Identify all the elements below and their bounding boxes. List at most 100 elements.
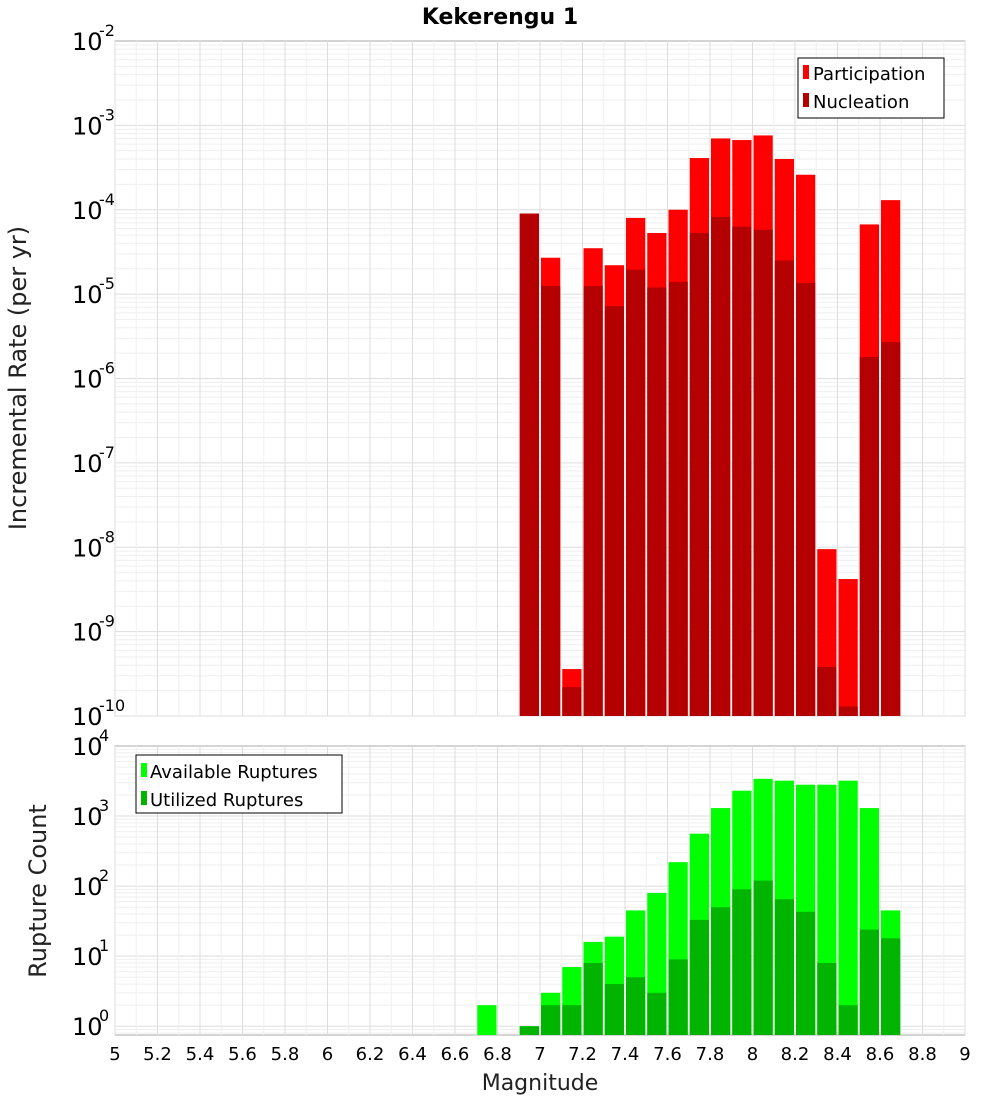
y-tick-base: 10 xyxy=(72,619,103,647)
bar-utilized-ruptures-8.05 xyxy=(753,880,773,1035)
y-tick-label: 10-5 xyxy=(72,274,115,309)
bar-nucleation-8.05 xyxy=(753,229,773,717)
y-tick-exponent: -6 xyxy=(99,359,115,378)
y-tick-exponent: 0 xyxy=(99,1006,109,1025)
y-tick-exponent: 4 xyxy=(99,726,109,745)
y-tick-exponent: 2 xyxy=(99,866,109,885)
x-tick-label: 6.2 xyxy=(356,1044,385,1065)
x-axis-label: Magnitude xyxy=(482,1071,599,1096)
bottom-legend: Available Ruptures Utilized Ruptures xyxy=(135,754,343,814)
bar-utilized-ruptures-7.15 xyxy=(562,1005,582,1035)
bar-utilized-ruptures-7.65 xyxy=(668,959,688,1035)
bar-utilized-ruptures-7.55 xyxy=(647,992,667,1035)
y-tick-label: 101 xyxy=(72,936,109,971)
y-tick-base: 10 xyxy=(72,873,103,901)
bottom-bars xyxy=(477,778,901,1035)
y-tick-exponent: -10 xyxy=(99,696,125,715)
bar-available-ruptures-6.75 xyxy=(477,1005,497,1035)
x-tick-label: 8.6 xyxy=(866,1044,895,1065)
y-tick-label: 100 xyxy=(72,1006,109,1041)
y-tick-label: 10-4 xyxy=(72,190,115,225)
y-tick-exponent: 1 xyxy=(99,936,109,955)
bar-utilized-ruptures-7.05 xyxy=(541,1005,561,1035)
bar-nucleation-7.45 xyxy=(626,269,646,716)
bar-nucleation-8.55 xyxy=(859,356,879,716)
y-tick-base: 10 xyxy=(72,197,103,225)
y-tick-label: 102 xyxy=(72,866,109,901)
y-tick-label: 10-9 xyxy=(72,612,115,647)
x-tick-label: 8.8 xyxy=(908,1044,937,1065)
x-tick-label: 6.6 xyxy=(441,1044,470,1065)
bar-nucleation-7.05 xyxy=(541,285,561,716)
x-tick-label: 7.2 xyxy=(568,1044,597,1065)
bar-nucleation-7.75 xyxy=(689,233,709,716)
y-tick-label: 10-2 xyxy=(72,21,115,56)
bar-nucleation-7.65 xyxy=(668,281,688,716)
bar-nucleation-7.25 xyxy=(583,285,603,716)
legend-swatch-utilized-ruptures xyxy=(141,791,147,805)
y-tick-label: 10-7 xyxy=(72,443,115,478)
y-tick-base: 10 xyxy=(72,943,103,971)
top-legend-box xyxy=(797,57,945,119)
x-tick-labels: 5 5.2 5.4 5.6 5.8 6 6.2 6.4 6.6 6.8 7 7.2 7.4 7.6 7.8 8… xyxy=(109,1044,970,1065)
bottom-legend-box xyxy=(135,754,343,814)
y-tick-base: 10 xyxy=(72,28,103,56)
x-tick-label: 6 xyxy=(322,1044,333,1065)
legend-label-available-ruptures: Available Ruptures xyxy=(150,762,318,783)
bar-nucleation-8.65 xyxy=(881,342,901,716)
y-tick-exponent: -9 xyxy=(99,612,115,631)
bar-utilized-ruptures-8.45 xyxy=(838,1005,858,1035)
x-tick-label: 5.8 xyxy=(271,1044,300,1065)
y-tick-exponent: -5 xyxy=(99,274,115,293)
bar-utilized-ruptures-7.25 xyxy=(583,962,603,1035)
chart-title: Kekerengu 1 xyxy=(422,5,578,30)
bar-utilized-ruptures-8.25 xyxy=(796,911,816,1035)
bar-utilized-ruptures-7.75 xyxy=(689,919,709,1035)
y-tick-base: 10 xyxy=(72,733,103,761)
bottom-y-axis-label: Rupture Count xyxy=(24,804,52,978)
bar-utilized-ruptures-8.65 xyxy=(881,938,901,1035)
x-tick-label: 8.2 xyxy=(781,1044,810,1065)
legend-label-utilized-ruptures: Utilized Ruptures xyxy=(150,790,303,811)
bar-nucleation-6.95 xyxy=(519,213,539,717)
legend-label-participation: Participation xyxy=(813,64,925,85)
y-tick-exponent: -8 xyxy=(99,527,115,546)
x-tick-label: 7.8 xyxy=(696,1044,725,1065)
y-tick-exponent: 3 xyxy=(99,796,109,815)
y-tick-base: 10 xyxy=(72,450,103,478)
top-bars xyxy=(519,135,901,717)
y-tick-label: 103 xyxy=(72,796,109,831)
y-tick-base: 10 xyxy=(72,803,103,831)
bar-utilized-ruptures-7.35 xyxy=(604,984,624,1035)
x-tick-label: 6.8 xyxy=(483,1044,512,1065)
bar-available-ruptures-8.45 xyxy=(838,780,858,1035)
y-tick-base: 10 xyxy=(72,1013,103,1041)
y-tick-exponent: -3 xyxy=(99,105,115,124)
x-tick-label: 8 xyxy=(747,1044,758,1065)
bar-utilized-ruptures-8.15 xyxy=(774,899,794,1035)
top-y-axis-label: Incremental Rate (per yr) xyxy=(4,226,32,530)
y-tick-label: 10-6 xyxy=(72,359,115,394)
top-gridlines xyxy=(114,41,966,717)
bar-participation-8.45 xyxy=(838,579,858,716)
bar-utilized-ruptures-8.55 xyxy=(859,929,879,1035)
bar-utilized-ruptures-6.95 xyxy=(519,1026,539,1035)
legend-swatch-participation xyxy=(803,65,809,79)
bar-nucleation-7.35 xyxy=(604,306,624,716)
x-tick-label: 7 xyxy=(534,1044,545,1065)
x-tick-label: 5.6 xyxy=(228,1044,257,1065)
bar-nucleation-8.45 xyxy=(838,706,858,716)
x-tick-label: 9 xyxy=(959,1044,970,1065)
bar-nucleation-7.95 xyxy=(732,226,752,716)
legend-swatch-available-ruptures xyxy=(141,763,147,777)
x-tick-label: 5 xyxy=(109,1044,120,1065)
bar-utilized-ruptures-8.35 xyxy=(817,962,837,1035)
bar-nucleation-7.55 xyxy=(647,287,667,716)
bar-utilized-ruptures-7.85 xyxy=(711,907,731,1035)
bar-nucleation-8.35 xyxy=(817,667,837,716)
x-tick-label: 5.2 xyxy=(143,1044,172,1065)
